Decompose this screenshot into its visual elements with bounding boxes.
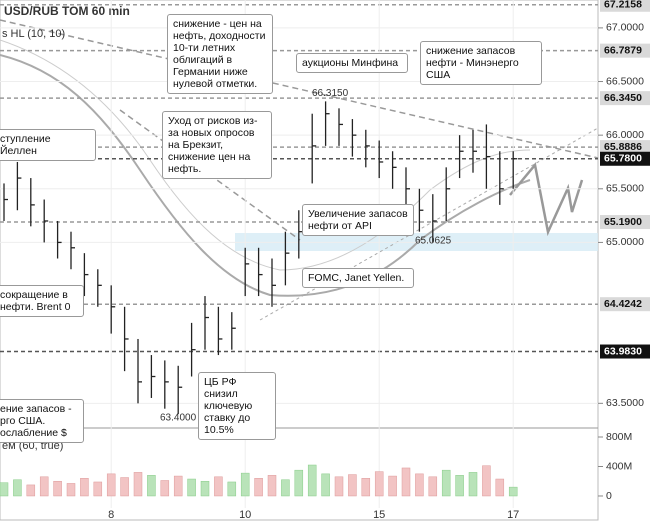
volume-bar xyxy=(334,476,344,497)
volume-bar xyxy=(321,473,330,497)
trend-line xyxy=(259,127,599,321)
x-tick-label: 8 xyxy=(108,509,114,521)
level-label-box xyxy=(600,43,650,58)
volume-bar xyxy=(267,475,277,497)
annotation: снижение запасов нефти - Минэнерго США xyxy=(420,41,542,85)
volume-bar xyxy=(120,477,129,497)
y-tick-label: 67.0000 xyxy=(606,22,644,34)
level-label-box xyxy=(600,297,650,312)
annotation: снижение - цен на нефть, доходности 10-т… xyxy=(167,14,273,94)
level-label: 63.9830 xyxy=(604,345,642,357)
band-line xyxy=(0,39,531,271)
volume-bar xyxy=(441,469,451,497)
annotation: FOMC, Janet Yellen. xyxy=(302,268,414,288)
y-tick-label: 400M xyxy=(606,460,632,472)
volume-bar xyxy=(240,472,250,497)
y-tick-label: 0 xyxy=(606,490,612,502)
volume-bar xyxy=(348,474,357,497)
volume-bar xyxy=(294,469,304,497)
volume-bar xyxy=(187,478,196,497)
volume-bar xyxy=(39,476,49,497)
volume-bar xyxy=(66,483,76,497)
annotation: ступление Йеллен xyxy=(0,129,96,161)
volume-bar xyxy=(361,478,371,497)
volume-bar xyxy=(160,480,170,497)
indicator-label: s HL (10, 10) xyxy=(2,28,65,40)
level-label-box xyxy=(600,140,650,155)
volume-bar xyxy=(80,478,89,497)
level-label: 65.1900 xyxy=(604,216,642,228)
moving-average xyxy=(0,54,531,297)
level-label-box xyxy=(600,215,650,230)
volume-bar xyxy=(428,476,438,497)
projection xyxy=(509,162,584,237)
volume-bar xyxy=(0,482,9,497)
volume-bar xyxy=(401,467,411,497)
volume-bar xyxy=(495,478,505,497)
y-tick-label: 66.0000 xyxy=(606,129,644,141)
volume-bar xyxy=(26,484,36,497)
volume-bar xyxy=(173,475,183,497)
level-label: 66.7879 xyxy=(604,44,642,56)
annotation: Уход от рисков из-за новых опросов на Бр… xyxy=(162,111,272,179)
level-label-box xyxy=(600,344,650,359)
annotation: ение запасов - рго США. ослабление $ xyxy=(0,399,84,443)
volume-bar xyxy=(415,473,424,497)
annotation: ЦБ РФ снизил ключевую ставку до 10.5% xyxy=(198,372,276,440)
volume-bar xyxy=(147,475,156,497)
y-tick-label: 800M xyxy=(606,431,632,443)
volume-bar xyxy=(307,464,317,497)
volume-bar xyxy=(227,481,237,497)
volume-bar xyxy=(455,475,464,497)
y-tick-label: 66.5000 xyxy=(606,75,644,87)
chart-title: USD/RUB TOM 60 min xyxy=(4,4,130,18)
annotation: аукционы Минфина xyxy=(296,53,408,73)
level-label: 64.4242 xyxy=(604,298,642,310)
plot-frame xyxy=(0,0,599,521)
y-tick-label: 63.5000 xyxy=(606,397,644,409)
volume-bar xyxy=(508,486,518,497)
annotation: сокращение в нефти. Brent 0 xyxy=(0,285,84,317)
level-label: 65.8886 xyxy=(604,141,642,153)
volume-bar xyxy=(468,472,478,497)
volume-bar xyxy=(13,479,22,497)
volume-bar xyxy=(200,480,210,497)
volume-bar xyxy=(254,478,263,497)
x-tick-label: 15 xyxy=(373,509,385,521)
y-tick-label: 65.5000 xyxy=(606,183,644,195)
point-label: 65.0625 xyxy=(415,235,452,246)
x-tick-label: 10 xyxy=(239,509,251,521)
level-label-box xyxy=(600,0,650,12)
volume-bar xyxy=(133,472,143,497)
level-label: 65.7800 xyxy=(604,153,642,165)
point-label: 66.3150 xyxy=(312,88,349,99)
level-label-box xyxy=(600,91,650,106)
volume-bar xyxy=(106,473,116,497)
volume-bar xyxy=(374,471,384,497)
volume-bar xyxy=(388,475,397,497)
y-tick-label: 65.0000 xyxy=(606,236,644,248)
volume-bar xyxy=(281,479,290,497)
point-label: 63.4000 xyxy=(160,413,197,424)
level-label: 66.3450 xyxy=(604,92,642,104)
x-tick-label: 17 xyxy=(507,509,519,521)
volume-bar xyxy=(214,476,223,497)
volume-bar xyxy=(93,481,103,497)
level-label: 67.2158 xyxy=(604,0,642,11)
volume-bar xyxy=(53,480,62,497)
level-label-box xyxy=(600,151,650,166)
annotation: Увеличение запасов нефти от API xyxy=(302,204,414,236)
volume-bar xyxy=(482,465,491,497)
